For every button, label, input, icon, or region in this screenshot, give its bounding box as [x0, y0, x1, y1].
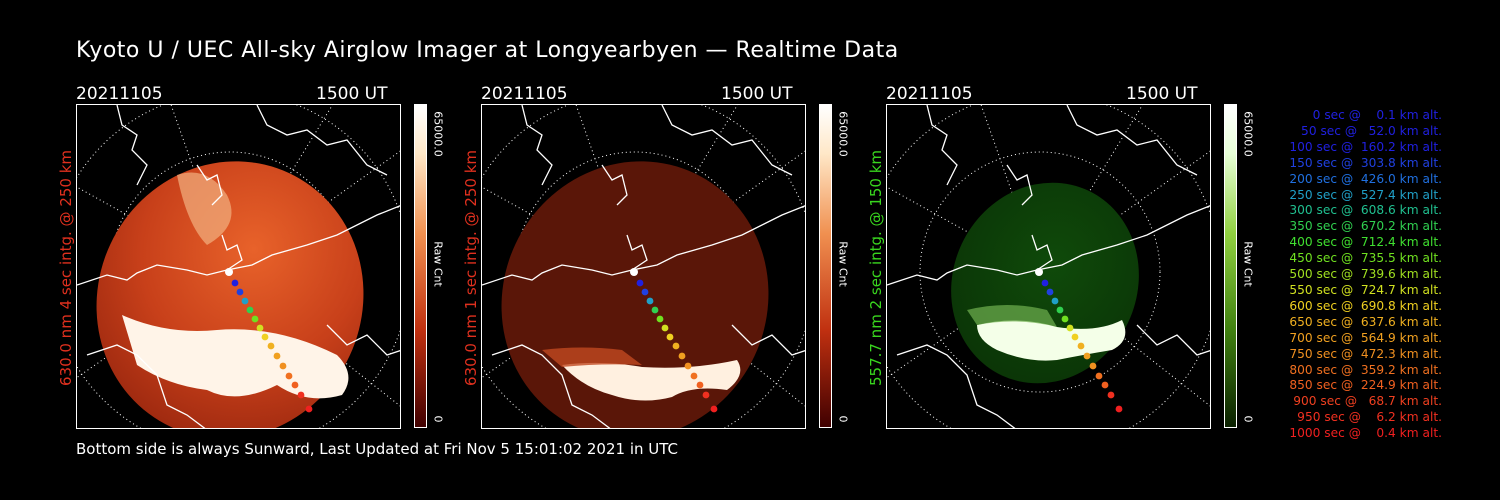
- panel-557-2sec: 20211105 1500 UT 557.7 nm 2 sec intg. @ …: [867, 84, 1296, 434]
- coastline: [77, 105, 400, 428]
- panel-time: 1500 UT: [1126, 84, 1198, 104]
- colorbar-min-text: 0: [836, 415, 850, 423]
- legend-entry: 400 sec @ 712.4 km alt.: [1285, 235, 1442, 250]
- satellite-track-legend: 0 sec @ 0.1 km alt. 50 sec @ 52.0 km alt…: [1260, 108, 1442, 442]
- panel-side-label: 557.7 nm 2 sec intg. @ 150 km: [867, 149, 885, 387]
- legend-entry: 900 sec @ 68.7 km alt.: [1289, 394, 1442, 409]
- coastline: [482, 105, 805, 428]
- colorbar-max-label: 65000.0: [836, 104, 850, 164]
- colorbar-unit-label: Raw Cnt: [836, 234, 850, 294]
- colorbar-min-label: 0: [431, 410, 445, 428]
- legend-entry: 800 sec @ 359.2 km alt.: [1285, 362, 1442, 377]
- colorbar-max-text: 65000.0: [836, 111, 850, 157]
- legend-entry: 500 sec @ 739.6 km alt.: [1285, 267, 1442, 282]
- colorbar: [1224, 104, 1237, 428]
- colorbar-min-label: 0: [836, 410, 850, 428]
- legend-entry: 750 sec @ 472.3 km alt.: [1285, 346, 1442, 361]
- colorbar-min-text: 0: [431, 415, 445, 423]
- legend-entry: 950 sec @ 6.2 km alt.: [1293, 410, 1442, 425]
- colorbar-max-label: 65000.0: [431, 104, 445, 164]
- allsky-image-svg: [482, 105, 805, 428]
- panel-date: 20211105: [481, 84, 568, 104]
- legend-entry: 50 sec @ 52.0 km alt.: [1293, 123, 1442, 138]
- colorbar-max-text: 65000.0: [1241, 111, 1255, 157]
- legend-entry: 600 sec @ 690.8 km alt.: [1285, 298, 1442, 313]
- panel-date: 20211105: [76, 84, 163, 104]
- colorbar-unit-text: Raw Cnt: [836, 241, 850, 287]
- legend-entry: 300 sec @ 608.6 km alt.: [1285, 203, 1442, 218]
- satellite-track: [225, 268, 313, 413]
- allsky-image: [886, 104, 1211, 429]
- panel-time: 1500 UT: [316, 84, 388, 104]
- legend-entry: 150 sec @ 303.8 km alt.: [1285, 155, 1442, 170]
- panel-side-label: 630.0 nm 1 sec intg. @ 250 km: [462, 149, 480, 387]
- legend-entry: 450 sec @ 735.5 km alt.: [1285, 251, 1442, 266]
- allsky-image: [76, 104, 401, 429]
- colorbar-unit-text: Raw Cnt: [431, 241, 445, 287]
- aurora-edge: [967, 305, 1057, 327]
- panel-side-label-wrap: 630.0 nm 1 sec intg. @ 250 km: [459, 106, 483, 430]
- allsky-image: [481, 104, 806, 429]
- satellite-track: [1035, 268, 1123, 413]
- colorbar-unit-label: Raw Cnt: [431, 234, 445, 294]
- colorbar-max-label: 65000.0: [1241, 104, 1255, 164]
- legend-entry: 200 sec @ 426.0 km alt.: [1285, 171, 1442, 186]
- footer-note: Bottom side is always Sunward, Last Upda…: [76, 440, 678, 458]
- panel-630-4sec: 20211105 1500 UT 630.0 nm 4 sec intg. @ …: [57, 84, 486, 434]
- legend-entry: 700 sec @ 564.9 km alt.: [1285, 330, 1442, 345]
- legend-entry: 1000 sec @ 0.4 km alt.: [1289, 426, 1442, 441]
- aurora-arc: [177, 172, 232, 245]
- colorbar-min-label: 0: [1241, 410, 1255, 428]
- bright-aurora: [977, 320, 1126, 361]
- legend-entry: 550 sec @ 724.7 km alt.: [1285, 282, 1442, 297]
- colorbar-unit-label: Raw Cnt: [1241, 234, 1255, 294]
- panel-side-label-wrap: 557.7 nm 2 sec intg. @ 150 km: [864, 106, 888, 430]
- panel-side-label-wrap: 630.0 nm 4 sec intg. @ 250 km: [54, 106, 78, 430]
- bright-aurora: [562, 360, 741, 401]
- colorbar-min-text: 0: [1241, 415, 1255, 423]
- colorbar: [819, 104, 832, 428]
- allsky-image-svg: [887, 105, 1210, 428]
- legend-entry: 0 sec @ 0.1 km alt.: [1301, 108, 1442, 122]
- colorbar-max-text: 65000.0: [431, 111, 445, 157]
- colorbar: [414, 104, 427, 428]
- legend-entry: 650 sec @ 637.6 km alt.: [1285, 314, 1442, 329]
- allsky-image-svg: [77, 105, 400, 428]
- panel-side-label: 630.0 nm 4 sec intg. @ 250 km: [57, 149, 75, 387]
- panel-630-1sec: 20211105 1500 UT 630.0 nm 1 sec intg. @ …: [462, 84, 891, 434]
- aurora-edge: [542, 347, 642, 367]
- legend-entry: 350 sec @ 670.2 km alt.: [1285, 219, 1442, 234]
- page-title: Kyoto U / UEC All-sky Airglow Imager at …: [76, 38, 899, 63]
- colorbar-unit-text: Raw Cnt: [1241, 241, 1255, 287]
- coastline: [887, 105, 1210, 428]
- satellite-track: [630, 268, 718, 413]
- panel-date: 20211105: [886, 84, 973, 104]
- legend-entry: 250 sec @ 527.4 km alt.: [1285, 187, 1442, 202]
- legend-entry: 850 sec @ 224.9 km alt.: [1285, 378, 1442, 393]
- legend-entry: 100 sec @ 160.2 km alt.: [1285, 139, 1442, 154]
- panel-time: 1500 UT: [721, 84, 793, 104]
